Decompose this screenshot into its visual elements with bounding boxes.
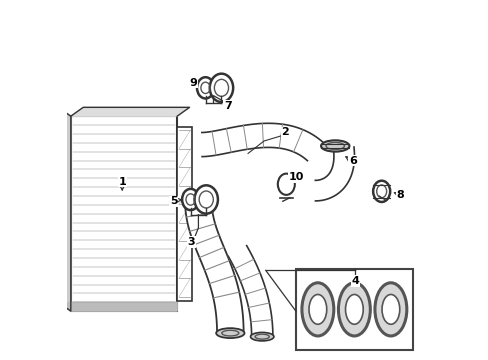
Text: 4: 4 (350, 276, 358, 286)
Polygon shape (58, 107, 71, 311)
Polygon shape (202, 123, 323, 161)
Polygon shape (315, 147, 354, 201)
Text: 6: 6 (348, 156, 356, 166)
Ellipse shape (194, 185, 218, 214)
Text: 2: 2 (281, 127, 288, 137)
Text: 3: 3 (187, 237, 195, 247)
Ellipse shape (209, 74, 233, 102)
Polygon shape (58, 302, 177, 311)
Ellipse shape (338, 283, 369, 336)
Polygon shape (228, 246, 272, 336)
Text: 10: 10 (287, 172, 303, 182)
Text: 8: 8 (396, 190, 404, 200)
Text: 5: 5 (169, 196, 177, 206)
Ellipse shape (345, 294, 363, 324)
Bar (48, 270, 59, 290)
Bar (48, 139, 59, 159)
Ellipse shape (374, 283, 406, 336)
Text: 1: 1 (118, 177, 126, 187)
Ellipse shape (250, 332, 273, 341)
Ellipse shape (301, 283, 333, 336)
Ellipse shape (182, 189, 199, 210)
Ellipse shape (372, 181, 389, 202)
Bar (177, 127, 192, 301)
Text: 7: 7 (224, 100, 231, 111)
Polygon shape (71, 107, 189, 116)
Ellipse shape (216, 328, 244, 338)
Bar (71, 116, 177, 311)
Ellipse shape (197, 77, 214, 99)
Ellipse shape (308, 294, 326, 324)
Ellipse shape (321, 140, 349, 152)
Ellipse shape (381, 294, 399, 324)
Text: 9: 9 (189, 77, 197, 87)
Polygon shape (185, 201, 243, 333)
Bar (295, 269, 412, 350)
